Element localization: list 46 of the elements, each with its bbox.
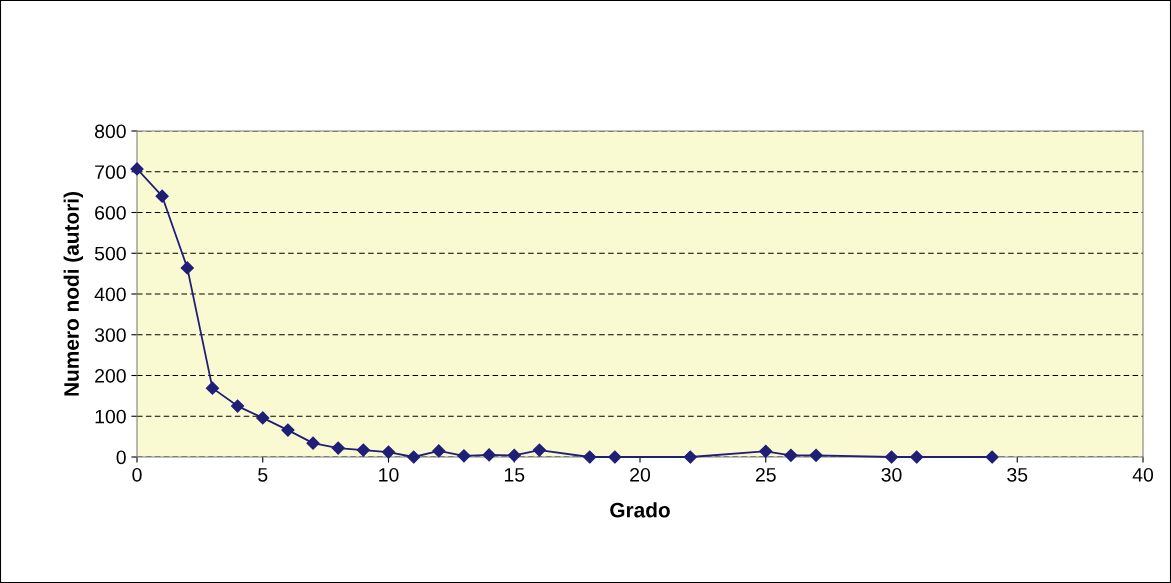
point xyxy=(231,399,245,413)
point xyxy=(155,189,169,203)
y-tick-label: 300 xyxy=(94,328,126,342)
y-tick-label: 600 xyxy=(95,205,126,220)
point xyxy=(205,381,220,395)
point xyxy=(256,411,270,425)
point xyxy=(457,449,471,463)
point xyxy=(985,450,999,464)
point xyxy=(356,443,370,457)
x-tick-label: 10 xyxy=(379,467,399,482)
y-tick-label: 100 xyxy=(95,409,126,424)
y-tick-label: 400 xyxy=(94,287,126,302)
y-tick-label: 700 xyxy=(95,165,126,179)
point xyxy=(884,450,899,464)
point xyxy=(910,450,924,464)
point xyxy=(381,445,396,459)
point xyxy=(407,450,421,464)
point xyxy=(507,448,521,462)
x-tick-label: 25 xyxy=(755,467,776,482)
point xyxy=(583,450,597,464)
x-tick-label: 40 xyxy=(1132,467,1154,482)
y-tick-label: 0 xyxy=(116,450,126,465)
point xyxy=(432,444,446,458)
point xyxy=(306,436,320,450)
point xyxy=(281,423,295,437)
point xyxy=(784,448,798,462)
x-tick-label: 20 xyxy=(630,467,651,482)
x-tick-label: 35 xyxy=(1007,467,1028,482)
y-tick-label: 200 xyxy=(95,368,126,383)
x-tick-label: 15 xyxy=(504,468,525,482)
point xyxy=(180,261,194,275)
point xyxy=(532,443,546,457)
x-tick-label: 30 xyxy=(881,467,902,482)
x-axis-title: Grado xyxy=(610,502,670,518)
x-tick-label: 5 xyxy=(258,468,268,482)
y-axis-title: Numero nodi (autori) xyxy=(63,192,84,396)
point xyxy=(130,162,144,176)
point xyxy=(759,444,773,458)
x-tick-label: 0 xyxy=(132,467,142,482)
y-tick-label: 500 xyxy=(94,246,126,261)
point xyxy=(809,448,823,462)
point xyxy=(331,441,345,455)
point xyxy=(608,450,622,464)
point xyxy=(482,448,496,462)
y-tick-label: 800 xyxy=(94,124,126,139)
point xyxy=(683,450,697,464)
